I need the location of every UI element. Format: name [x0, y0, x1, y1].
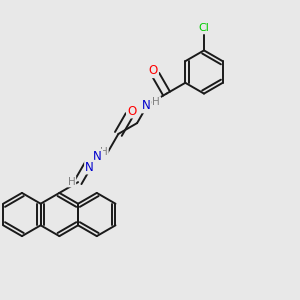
Text: N: N [142, 99, 151, 112]
Text: H: H [152, 97, 160, 107]
Text: H: H [100, 147, 108, 157]
Text: O: O [127, 104, 136, 118]
Text: N: N [93, 150, 102, 163]
Text: O: O [149, 64, 158, 77]
Text: H: H [68, 176, 75, 187]
Text: Cl: Cl [199, 23, 209, 33]
Text: N: N [85, 160, 94, 173]
